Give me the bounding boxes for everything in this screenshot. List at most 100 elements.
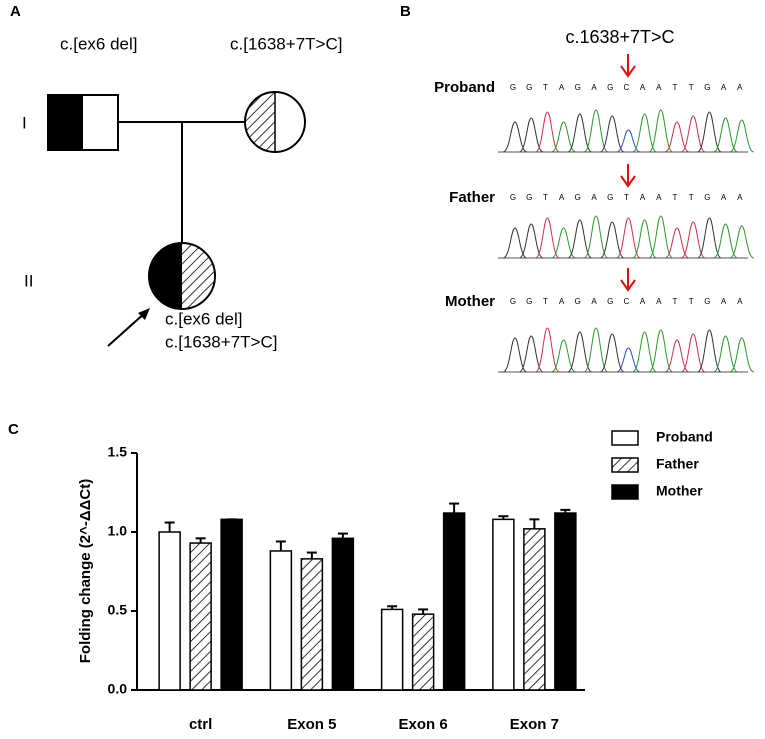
base-letter: A [559,83,565,92]
chromatogram-peak [583,109,609,153]
chromatogram-peak [697,217,722,259]
chromatogram-peak [697,111,722,153]
base-letter: G [510,193,516,202]
arrow-head [138,308,150,320]
chromatogram-peak [599,221,625,259]
chromatogram-peak [664,121,690,153]
chromatogram-peak [583,327,609,373]
row-label: Father [449,189,495,206]
base-letter: A [721,193,727,202]
x-tick-label: Exon 5 [287,716,336,733]
proband-half [182,243,215,309]
y-tick-label: 1.0 [108,523,128,539]
proband-outline [148,242,216,310]
chromatogram-peak [567,219,593,259]
y-tick-label: 0.5 [108,602,128,618]
chromatogram-peak [534,327,560,373]
chromatogram-peak [583,215,609,259]
base-letter: A [559,193,565,202]
chromatogram-peak [713,223,738,259]
bar [331,537,355,691]
y-tick-label: 1.5 [108,444,128,460]
base-letter: A [656,83,662,92]
chromatogram-peak [648,329,674,373]
chromatogram-peak [599,333,625,373]
bar [380,608,404,691]
chromatogram-peak [502,121,528,153]
mother-genotype: c.[1638+7T>C] [230,34,342,53]
base-letter: T [624,193,629,202]
chromatogram-peak [664,339,690,373]
chromatogram-peak [648,215,674,259]
generation-label: I [22,113,27,132]
legend-swatch [611,484,639,500]
bar [189,542,212,691]
bar [554,512,577,691]
base-letter: C [624,297,630,306]
base-letter: G [575,83,581,92]
x-tick-label: Exon 6 [399,716,448,733]
chromatogram-peak [616,217,641,259]
chromatogram-peak [632,219,657,259]
base-letter: A [737,193,743,202]
base-letter: C [624,83,630,92]
base-letter: A [737,83,743,92]
row-label: Proband [434,79,495,96]
base-letter: G [607,297,613,306]
bar [442,512,466,691]
variant-arrow-head [620,65,636,78]
base-letter: G [510,83,516,92]
base-letter: G [575,193,581,202]
x-tick-label: ctrl [189,716,212,733]
bar [492,518,515,691]
chromatogram-peak [632,331,657,373]
chromatogram-peak [616,347,641,373]
base-letter: A [559,297,565,306]
base-letter: A [656,193,662,202]
proband-genotype: c.[1638+7T>C] [165,332,277,351]
base-letter: G [607,83,613,92]
base-letter: G [704,297,710,306]
chromatogram-peak [502,227,528,259]
legend-label: Mother [656,483,703,499]
chromatogram-peak [696,329,722,373]
chromatogram-peak [632,113,657,153]
pedigree: A c.[ex6 del] c.[1638+7T>C] I II c.[ex6 … [10,3,342,352]
variant-arrow-head [620,279,636,292]
base-letter: A [737,297,743,306]
base-letter: A [721,83,727,92]
father-half [48,95,83,150]
bar [300,558,324,691]
generation-label: II [24,271,33,290]
proband-arrow [107,311,147,347]
chromatogram-peak [713,335,738,373]
chromatogram-peak [729,119,755,153]
base-letter: A [591,193,597,202]
base-letter: G [526,297,532,306]
proband-half [149,243,182,309]
mother-half [245,92,275,152]
x-tick-label: Exon 7 [510,716,559,733]
base-letter: T [689,83,694,92]
base-letter: A [591,83,597,92]
chromatogram-peak [664,227,690,259]
chromatogram-peak [729,337,755,373]
chromatogram-peak [535,217,560,259]
chromatogram-peak [713,117,738,153]
bar [220,518,243,691]
panel-label: B [400,3,411,20]
panel-label: C [8,421,19,438]
base-letter: A [721,297,727,306]
base-letter: T [689,193,694,202]
base-letter: G [575,297,581,306]
base-letter: T [673,83,678,92]
father-genotype: c.[ex6 del] [60,34,138,53]
base-letter: G [526,193,532,202]
chromatogram-peak [502,337,528,373]
chromatogram-peak [729,225,755,259]
chromatogram-peak [648,109,674,153]
chromatogram-peak [680,333,706,373]
chromatogram-peak [680,115,706,153]
base-letter: G [607,193,613,202]
